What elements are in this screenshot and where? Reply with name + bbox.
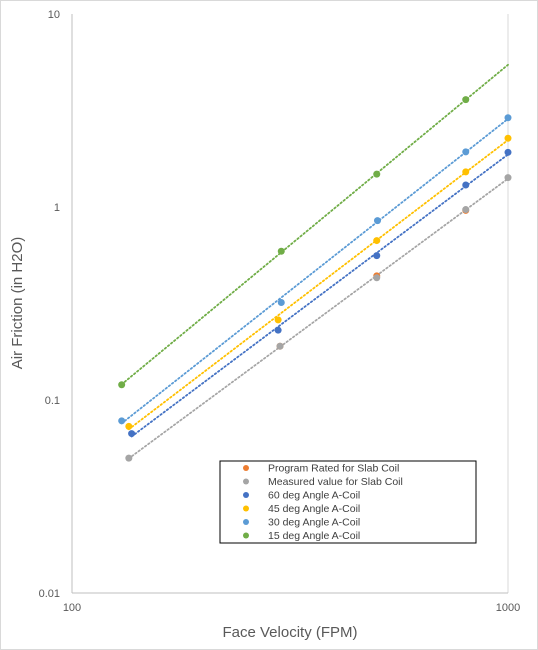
trendline: [120, 117, 509, 425]
x-tick-label: 1000: [496, 602, 520, 614]
trendline: [130, 153, 509, 438]
y-tick-label: 0.1: [45, 395, 60, 407]
tick-labels: 0.01 0.1 1 10 100 1000: [39, 9, 521, 614]
data-point: [277, 299, 285, 307]
data-point: [125, 422, 133, 430]
legend-label: 60 deg Angle A-Coil: [268, 490, 360, 502]
legend-box: [219, 460, 477, 544]
legend-label: Measured value for Slab Coil: [268, 476, 403, 488]
data-point: [462, 148, 470, 156]
data-point: [373, 170, 381, 178]
data-point: [504, 114, 512, 122]
data-point: [373, 274, 381, 282]
data-point: [373, 252, 381, 260]
data-point: [118, 417, 126, 425]
legend-label: 45 deg Angle A-Coil: [268, 503, 360, 515]
data-point: [274, 326, 282, 334]
legend-label: 30 deg Angle A-Coil: [268, 517, 360, 529]
data-point: [462, 96, 470, 104]
data-point: [276, 342, 284, 350]
data-point: [274, 316, 282, 324]
data-point: [373, 237, 381, 245]
data-points: [118, 96, 512, 462]
legend-label: 15 deg Angle A-Coil: [268, 530, 360, 542]
data-point: [462, 206, 470, 214]
trendline: [127, 139, 509, 431]
legend-marker: [243, 505, 249, 512]
data-point: [118, 381, 126, 389]
y-axis-title: Air Friction (in H2O): [9, 237, 26, 370]
data-point: [125, 454, 133, 462]
y-tick-label: 0.01: [39, 588, 60, 600]
data-point: [504, 174, 512, 182]
trendline: [127, 177, 509, 460]
data-point: [374, 217, 382, 225]
x-tick-label: 100: [63, 602, 81, 614]
data-point: [462, 168, 470, 176]
legend-marker: [243, 478, 249, 485]
data-point: [504, 148, 512, 156]
data-point: [277, 247, 285, 255]
x-axis-title: Face Velocity (FPM): [222, 624, 357, 641]
legend-marker: [243, 532, 249, 539]
y-tick-label: 10: [48, 9, 60, 21]
data-point: [128, 430, 136, 438]
trendlines: [120, 63, 509, 460]
legend-marker: [243, 492, 249, 498]
data-point: [504, 134, 512, 142]
legend-marker: [243, 519, 249, 525]
trendline: [120, 63, 509, 386]
data-point: [462, 181, 470, 189]
legend-marker: [243, 465, 249, 471]
axes: [71, 14, 508, 594]
legend-label: Program Rated for Slab Coil: [268, 463, 399, 475]
y-tick-label: 1: [54, 202, 60, 214]
